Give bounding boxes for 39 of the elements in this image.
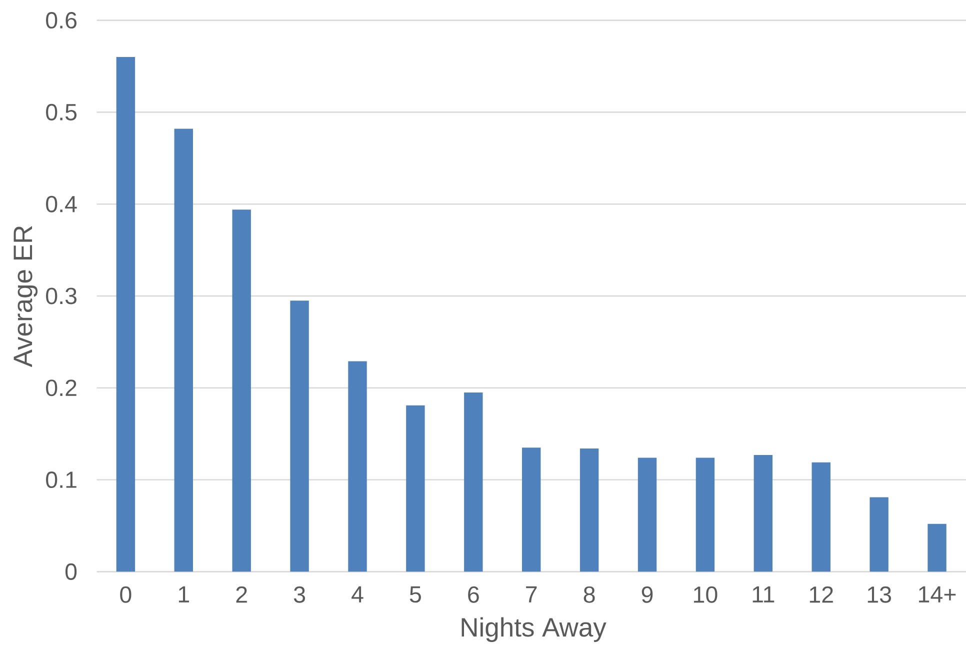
bar bbox=[812, 462, 830, 572]
y-tick-label: 0.1 bbox=[46, 472, 76, 488]
x-tick-label: 8 bbox=[584, 586, 595, 603]
x-tick-label: 7 bbox=[526, 586, 537, 602]
x-tick-label: 12 bbox=[810, 586, 833, 603]
x-tick-label: 6 bbox=[468, 586, 479, 603]
x-tick-label: 14+ bbox=[919, 586, 956, 602]
bar bbox=[638, 458, 657, 572]
bar bbox=[580, 448, 599, 572]
x-tick-label: 4 bbox=[352, 586, 364, 602]
bar bbox=[348, 361, 367, 572]
bar bbox=[290, 300, 309, 572]
x-axis-title: Nights Away bbox=[462, 617, 606, 642]
x-tick-label: 11 bbox=[752, 586, 774, 602]
y-tick-label: 0.3 bbox=[46, 288, 76, 304]
y-tick-label: 0.5 bbox=[46, 104, 77, 120]
x-tick-label: 2 bbox=[236, 586, 247, 603]
y-tick-label: 0.6 bbox=[46, 12, 76, 29]
y-tick-label: 0 bbox=[65, 563, 77, 580]
bar bbox=[232, 210, 251, 572]
y-axis-title: Average ER bbox=[14, 226, 38, 368]
x-tick-label: 3 bbox=[294, 586, 305, 603]
x-tick-label: 5 bbox=[410, 586, 421, 603]
x-tick-label: 9 bbox=[642, 586, 653, 603]
bar bbox=[754, 454, 773, 572]
bar bbox=[696, 458, 715, 572]
bar bbox=[464, 392, 483, 572]
bar bbox=[116, 57, 136, 572]
x-tick-label: 0 bbox=[120, 586, 132, 603]
bar bbox=[522, 448, 541, 572]
x-tick-label: 1 bbox=[178, 586, 189, 602]
y-tick-label: 0.2 bbox=[46, 380, 76, 396]
bar bbox=[870, 497, 888, 572]
y-tick-label: 0.4 bbox=[46, 196, 77, 212]
bar bbox=[174, 128, 193, 572]
x-tick-label: 10 bbox=[694, 586, 718, 603]
bar bbox=[928, 524, 946, 572]
x-tick-label: 13 bbox=[868, 586, 891, 603]
bar bbox=[406, 405, 425, 572]
